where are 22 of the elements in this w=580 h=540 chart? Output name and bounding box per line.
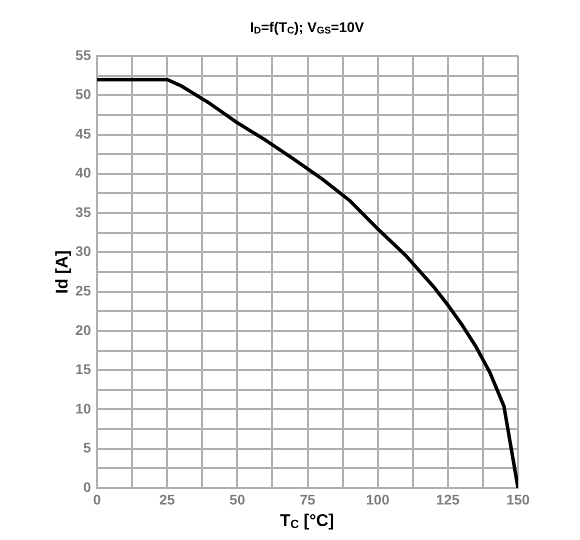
y-axis-title: Id [A] [52, 250, 72, 294]
y-tick-label: 0 [83, 478, 92, 495]
y-tick-label: 10 [75, 400, 92, 416]
x-tick-label: 50 [230, 491, 246, 508]
y-tick-label: 50 [75, 86, 92, 102]
y-tick-label: 40 [75, 164, 92, 181]
y-tick-label: 35 [75, 204, 92, 220]
x-axis-title: T$_{C}$ [°C] [280, 511, 334, 531]
x-tick-label: 100 [366, 491, 390, 508]
y-tick-label: 25 [75, 282, 92, 298]
y-tick-label: 55 [75, 46, 92, 63]
chart-title: I$_{D}$=f(T$_{C}$); V$_{GS}$=10V [250, 19, 364, 36]
y-tick-label: 30 [75, 243, 92, 260]
x-tick-label: 75 [300, 491, 316, 508]
x-tick-label: 125 [436, 491, 460, 508]
y-tick-label: 15 [75, 361, 92, 378]
y-tick-label: 20 [75, 322, 92, 338]
y-tick-label: 45 [75, 125, 92, 142]
x-tick-label: 25 [159, 491, 176, 508]
x-tick-label: 0 [93, 491, 102, 508]
x-tick-label: 150 [506, 491, 530, 508]
y-tick-label: 5 [83, 440, 92, 456]
